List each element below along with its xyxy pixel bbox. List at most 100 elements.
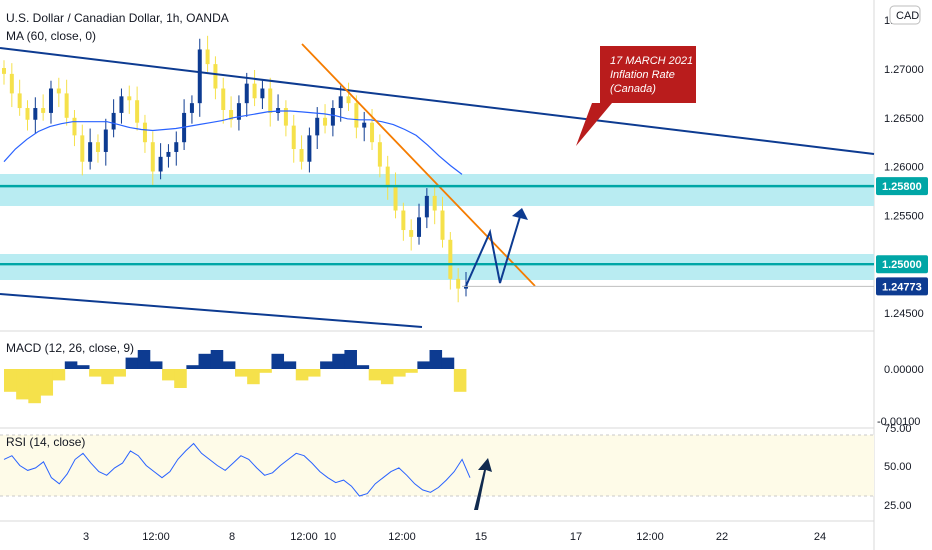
- macd-bar: [393, 369, 406, 377]
- candle: [166, 144, 171, 168]
- candle: [88, 128, 93, 170]
- price-badge: 1.24773: [876, 277, 928, 296]
- candle: [158, 143, 163, 180]
- macd-bar: [368, 369, 382, 381]
- candle: [205, 35, 210, 72]
- candle: [432, 185, 437, 225]
- currency-badge-text: CAD: [896, 10, 919, 22]
- price-badges: 1.25800 1.25000 1.24773: [876, 177, 928, 296]
- candle: [244, 72, 249, 117]
- macd-bar: [453, 369, 467, 392]
- callout-line-3: (Canada): [610, 83, 656, 95]
- time-tick-label: 12:00: [142, 531, 170, 543]
- candle: [440, 196, 445, 248]
- macd-bar: [283, 361, 297, 369]
- candle: [417, 203, 422, 245]
- candle: [276, 94, 281, 121]
- rsi-axis-25: 25.00: [884, 500, 912, 512]
- candle: [229, 96, 234, 128]
- candle: [283, 100, 288, 137]
- candle: [72, 109, 77, 147]
- candle: [362, 111, 367, 142]
- macd-bar: [64, 361, 78, 369]
- macd-bar: [417, 361, 430, 369]
- candle: [221, 77, 226, 124]
- candle: [456, 268, 461, 303]
- macd-bar: [405, 369, 418, 373]
- candle: [213, 56, 218, 100]
- price-tick-label: 1.25500: [884, 210, 924, 222]
- macd-bar: [259, 369, 272, 373]
- time-tick-label: 24: [814, 531, 826, 543]
- candle: [393, 172, 398, 219]
- lower-trend-line[interactable]: [0, 293, 423, 328]
- candle: [315, 107, 320, 150]
- rsi-band: [0, 435, 874, 496]
- falling-trend-line[interactable]: [301, 43, 536, 287]
- support-zone[interactable]: [0, 254, 874, 280]
- candle-series: [2, 35, 468, 303]
- ma-line[interactable]: [3, 110, 463, 175]
- macd-bar: [137, 350, 151, 369]
- macd-bar: [332, 353, 345, 369]
- macd-bar: [320, 361, 333, 369]
- candle: [236, 95, 241, 131]
- time-tick-label: 8: [229, 531, 235, 543]
- price-tick-label: 1.24500: [884, 308, 924, 320]
- candle: [48, 80, 53, 124]
- macd-bar: [16, 369, 29, 400]
- candle: [103, 118, 108, 166]
- price-axis[interactable]: 1.27000 1.26500 1.26000 1.25500 1.24500: [884, 64, 924, 320]
- macd-axis-neg: -0.00100: [877, 416, 920, 428]
- candle: [127, 85, 132, 114]
- event-callout[interactable]: 17 MARCH 2021 Inflation Rate (Canada): [576, 46, 696, 146]
- callout-line-2: Inflation Rate: [610, 69, 675, 81]
- rsi-line[interactable]: [3, 442, 471, 497]
- projection-path[interactable]: [465, 209, 523, 287]
- candle: [307, 127, 312, 173]
- price-badge-text: 1.25800: [882, 181, 922, 193]
- time-tick-label: 12:00: [388, 531, 416, 543]
- candle: [33, 97, 38, 134]
- macd-label[interactable]: MACD (12, 26, close, 9): [6, 341, 134, 355]
- price-tick-label: 1.26000: [884, 162, 924, 174]
- time-tick-label: 15: [475, 531, 487, 543]
- macd-bar: [52, 369, 66, 381]
- candle: [111, 99, 116, 138]
- callout-line-1: 17 MARCH 2021: [610, 55, 693, 67]
- candle: [385, 155, 390, 200]
- chart-title: U.S. Dollar / Canadian Dollar, 1h, OANDA: [6, 11, 229, 25]
- macd-bar: [89, 369, 102, 377]
- ma-indicator-label[interactable]: MA (60, close, 0): [6, 29, 96, 43]
- macd-bar: [271, 353, 285, 369]
- macd-bar: [210, 350, 224, 369]
- price-badge: 1.25000: [876, 255, 928, 274]
- currency-badge[interactable]: CAD: [889, 5, 921, 25]
- rsi-label[interactable]: RSI (14, close): [6, 435, 85, 449]
- macd-bar: [149, 361, 163, 369]
- candle: [291, 114, 296, 163]
- candle: [448, 231, 453, 290]
- price-badge-text: 1.25000: [882, 259, 922, 271]
- macd-bar: [429, 350, 443, 369]
- candle: [252, 69, 257, 107]
- candle: [2, 60, 6, 85]
- projection-arrowhead: [512, 208, 528, 220]
- upper-trend-line[interactable]: [0, 47, 875, 155]
- rsi-arrow[interactable]: [474, 458, 492, 510]
- price-label-cut: 1.: [884, 15, 893, 27]
- time-tick-label: 12:00: [290, 531, 318, 543]
- time-tick-label: 17: [570, 531, 582, 543]
- candle: [64, 79, 69, 126]
- macd-bar: [101, 369, 114, 385]
- time-tick-label: 12:00: [636, 531, 664, 543]
- candle: [135, 86, 140, 131]
- resistance-zone[interactable]: [0, 174, 874, 206]
- candle: [189, 95, 194, 124]
- macd-bar: [4, 369, 17, 392]
- candle: [354, 95, 359, 139]
- macd-bar: [295, 369, 309, 381]
- time-axis[interactable]: 3 12:00 8 12:00 10 12:00 15 17 12:00 22 24: [83, 531, 826, 543]
